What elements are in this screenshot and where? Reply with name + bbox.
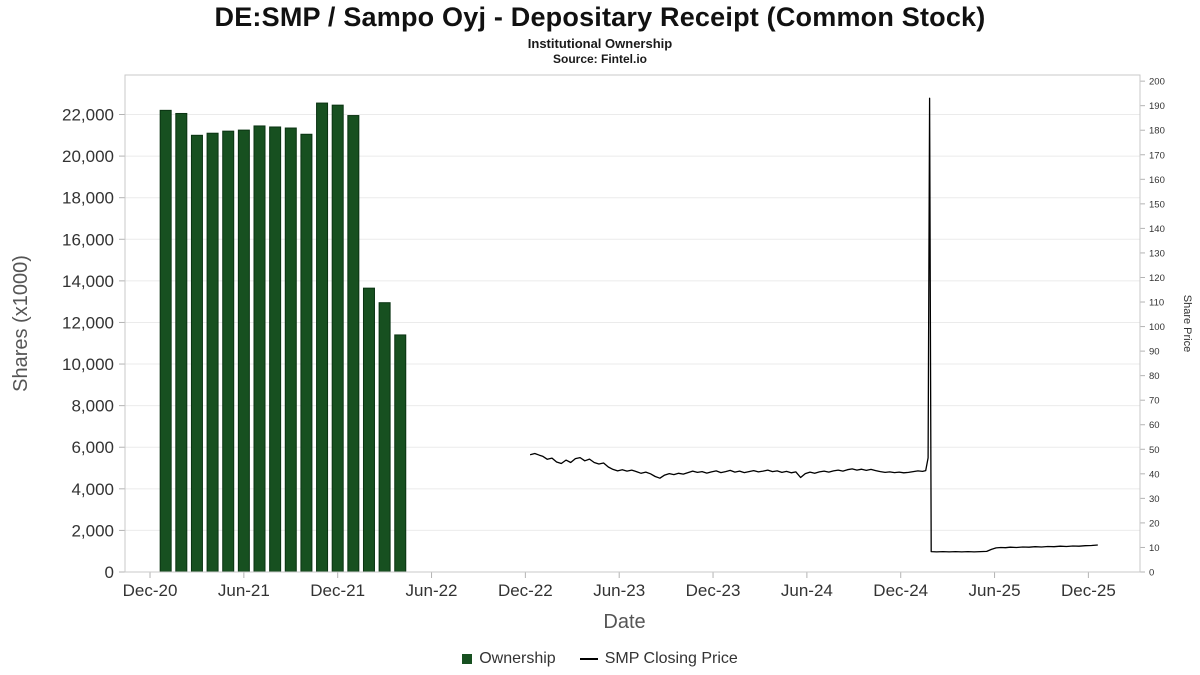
ownership-bar[interactable] — [206, 132, 219, 573]
right-tick-label: 120 — [1149, 273, 1165, 284]
x-tick-label: Jun-22 — [406, 581, 458, 600]
right-tick-label: 200 — [1149, 77, 1165, 88]
price-legend-swatch — [579, 657, 598, 661]
ownership-bar[interactable] — [159, 109, 172, 573]
plot-border — [124, 74, 1141, 573]
x-tick-label: Jun-23 — [593, 581, 645, 600]
right-tick-label: 50 — [1149, 445, 1160, 456]
right-tick-label: 130 — [1149, 248, 1165, 259]
left-tick-label: 22,000 — [62, 106, 114, 125]
x-tick-label: Dec-24 — [873, 581, 928, 600]
left-tick-label: 16,000 — [62, 230, 114, 249]
left-tick-label: 14,000 — [62, 272, 114, 291]
right-tick-label: 60 — [1149, 420, 1160, 431]
right-tick-label: 160 — [1149, 175, 1165, 186]
x-tick-label: Dec-22 — [498, 581, 553, 600]
right-tick-label: 80 — [1149, 371, 1160, 382]
left-axis-title: Shares (x1000) — [10, 255, 32, 392]
x-tick-label: Dec-25 — [1061, 581, 1116, 600]
x-tick-label: Jun-21 — [218, 581, 270, 600]
x-tick-label: Dec-23 — [686, 581, 741, 600]
x-tick-label: Jun-25 — [969, 581, 1021, 600]
right-tick-label: 40 — [1149, 469, 1160, 480]
ownership-bar[interactable] — [347, 115, 360, 573]
ownership-bar[interactable] — [331, 104, 344, 573]
chart-subtitle: Institutional Ownership — [527, 36, 673, 51]
right-tick-label: 190 — [1149, 101, 1165, 112]
x-tick-label: Jun-24 — [781, 581, 833, 600]
right-tick-label: 110 — [1149, 298, 1164, 309]
left-tick-label: 10,000 — [62, 355, 114, 374]
page-title: DE:SMP / Sampo Oyj - Depositary Receipt … — [214, 2, 986, 32]
ownership-bar[interactable] — [190, 134, 203, 573]
price-line[interactable] — [529, 97, 1098, 553]
ownership-bar[interactable] — [222, 130, 235, 573]
right-tick-label: 140 — [1149, 224, 1165, 235]
right-tick-label: 0 — [1149, 568, 1154, 579]
ownership-bar[interactable] — [284, 127, 297, 573]
left-tick-label: 18,000 — [62, 189, 114, 208]
left-tick-label: 0 — [105, 563, 114, 582]
left-tick-label: 12,000 — [62, 313, 114, 332]
ownership-bar[interactable] — [394, 334, 407, 573]
ownership-bar[interactable] — [362, 287, 375, 573]
right-tick-label: 70 — [1149, 396, 1160, 407]
right-tick-label: 180 — [1149, 126, 1165, 137]
right-tick-label: 100 — [1149, 322, 1165, 333]
left-tick-label: 6,000 — [71, 438, 114, 457]
ownership-bar[interactable] — [175, 112, 188, 573]
ownership-bar[interactable] — [237, 129, 250, 573]
left-tick-label: 4,000 — [71, 480, 114, 499]
x-tick-label: Dec-20 — [123, 581, 178, 600]
x-axis-title: Date — [603, 611, 645, 633]
price-legend-item[interactable]: SMP Closing Price — [604, 650, 738, 667]
left-tick-label: 8,000 — [71, 397, 114, 416]
x-tick-label: Dec-21 — [310, 581, 365, 600]
right-tick-label: 20 — [1149, 518, 1160, 529]
left-tick-label: 20,000 — [62, 147, 114, 166]
right-tick-label: 170 — [1149, 150, 1165, 161]
ownership-legend-swatch — [462, 654, 473, 664]
ownership-bar[interactable] — [253, 125, 266, 573]
left-tick-label: 2,000 — [71, 521, 114, 540]
right-tick-label: 10 — [1149, 543, 1160, 554]
right-tick-label: 30 — [1149, 494, 1160, 505]
ownership-legend-item[interactable]: Ownership — [479, 650, 556, 667]
ownership-bar[interactable] — [300, 133, 313, 573]
right-tick-label: 90 — [1149, 347, 1160, 358]
right-axis-title: Share Price — [1181, 295, 1193, 352]
chart-source-credit: Source: Fintel.io — [552, 52, 647, 66]
ownership-bar[interactable] — [269, 126, 282, 573]
right-tick-label: 150 — [1149, 199, 1165, 210]
ownership-bar[interactable] — [378, 302, 391, 573]
ownership-bar[interactable] — [316, 102, 329, 573]
chart-legend: Ownership SMP Closing Price — [0, 649, 1200, 669]
